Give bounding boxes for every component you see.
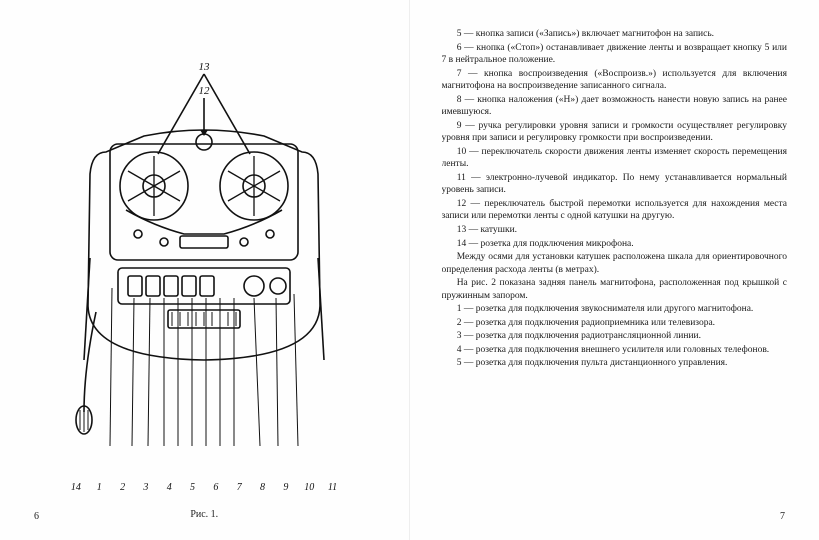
- para: 8 — кнопка наложения («Н») дает возможно…: [442, 94, 788, 119]
- page-number-left: 6: [34, 511, 39, 522]
- figure-area: 13 12: [32, 28, 377, 488]
- magnetophone-diagram: 13 12: [54, 58, 354, 458]
- callout-9: 9: [274, 482, 297, 493]
- callout-10: 10: [298, 482, 321, 493]
- figure-caption: Рис. 1.: [190, 509, 218, 520]
- para: 9 — ручка регулировки уровня записи и гр…: [442, 120, 788, 145]
- para: 4 — розетка для подключения внешнего уси…: [442, 344, 788, 357]
- para: 10 — переключатель скорости движения лен…: [442, 146, 788, 171]
- bottom-callouts: 14 1 2 3 4 5 6 7 8 9 10 11: [64, 482, 344, 493]
- callout-6: 6: [204, 482, 227, 493]
- svg-text:13: 13: [199, 61, 211, 73]
- para: 2 — розетка для подключения радиоприемни…: [442, 317, 788, 330]
- para: 11 — электронно-лучевой индикатор. По не…: [442, 172, 788, 197]
- para: 1 — розетка для подключения звукоснимате…: [442, 303, 788, 316]
- page-number-right: 7: [780, 511, 785, 522]
- para: 6 — кнопка («Стоп») останавливает движен…: [442, 42, 788, 67]
- callout-11: 11: [321, 482, 344, 493]
- callout-4: 4: [158, 482, 181, 493]
- para: 12 — переключатель быстрой перемотки исп…: [442, 198, 788, 223]
- callout-1: 1: [88, 482, 111, 493]
- text-column: 5 — кнопка записи («Запись») включает ма…: [442, 28, 788, 371]
- para: 14 — розетка для подключения микрофона.: [442, 238, 788, 251]
- para: 5 — кнопка записи («Запись») включает ма…: [442, 28, 788, 41]
- callout-3: 3: [134, 482, 157, 493]
- callout-2: 2: [111, 482, 134, 493]
- callout-5: 5: [181, 482, 204, 493]
- svg-text:12: 12: [199, 85, 211, 97]
- para: 7 — кнопка воспроизведения («Воспроизв.»…: [442, 68, 788, 93]
- callout-7: 7: [228, 482, 251, 493]
- para: 5 — розетка для подключения пульта диста…: [442, 357, 788, 370]
- callout-14: 14: [64, 482, 87, 493]
- para: 13 — катушки.: [442, 224, 788, 237]
- callout-8: 8: [251, 482, 274, 493]
- para: 3 — розетка для подключения радиотрансля…: [442, 330, 788, 343]
- para: На рис. 2 показана задняя панель магнито…: [442, 277, 788, 302]
- left-page: 13 12: [0, 0, 410, 540]
- para: Между осями для установки катушек распол…: [442, 251, 788, 276]
- right-page: 5 — кнопка записи («Запись») включает ма…: [410, 0, 819, 540]
